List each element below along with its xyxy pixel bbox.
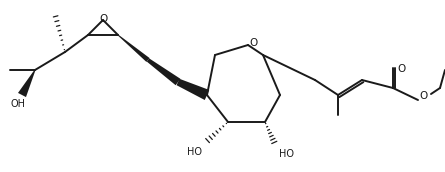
- Text: O: O: [100, 14, 108, 24]
- Polygon shape: [117, 35, 150, 62]
- Text: HO: HO: [279, 149, 295, 159]
- Text: O: O: [250, 38, 258, 48]
- Polygon shape: [147, 58, 180, 85]
- Text: HO: HO: [186, 147, 202, 157]
- Text: O: O: [397, 64, 405, 74]
- Text: O: O: [420, 91, 428, 101]
- Text: OH: OH: [11, 99, 25, 109]
- Polygon shape: [18, 70, 36, 97]
- Polygon shape: [177, 79, 209, 100]
